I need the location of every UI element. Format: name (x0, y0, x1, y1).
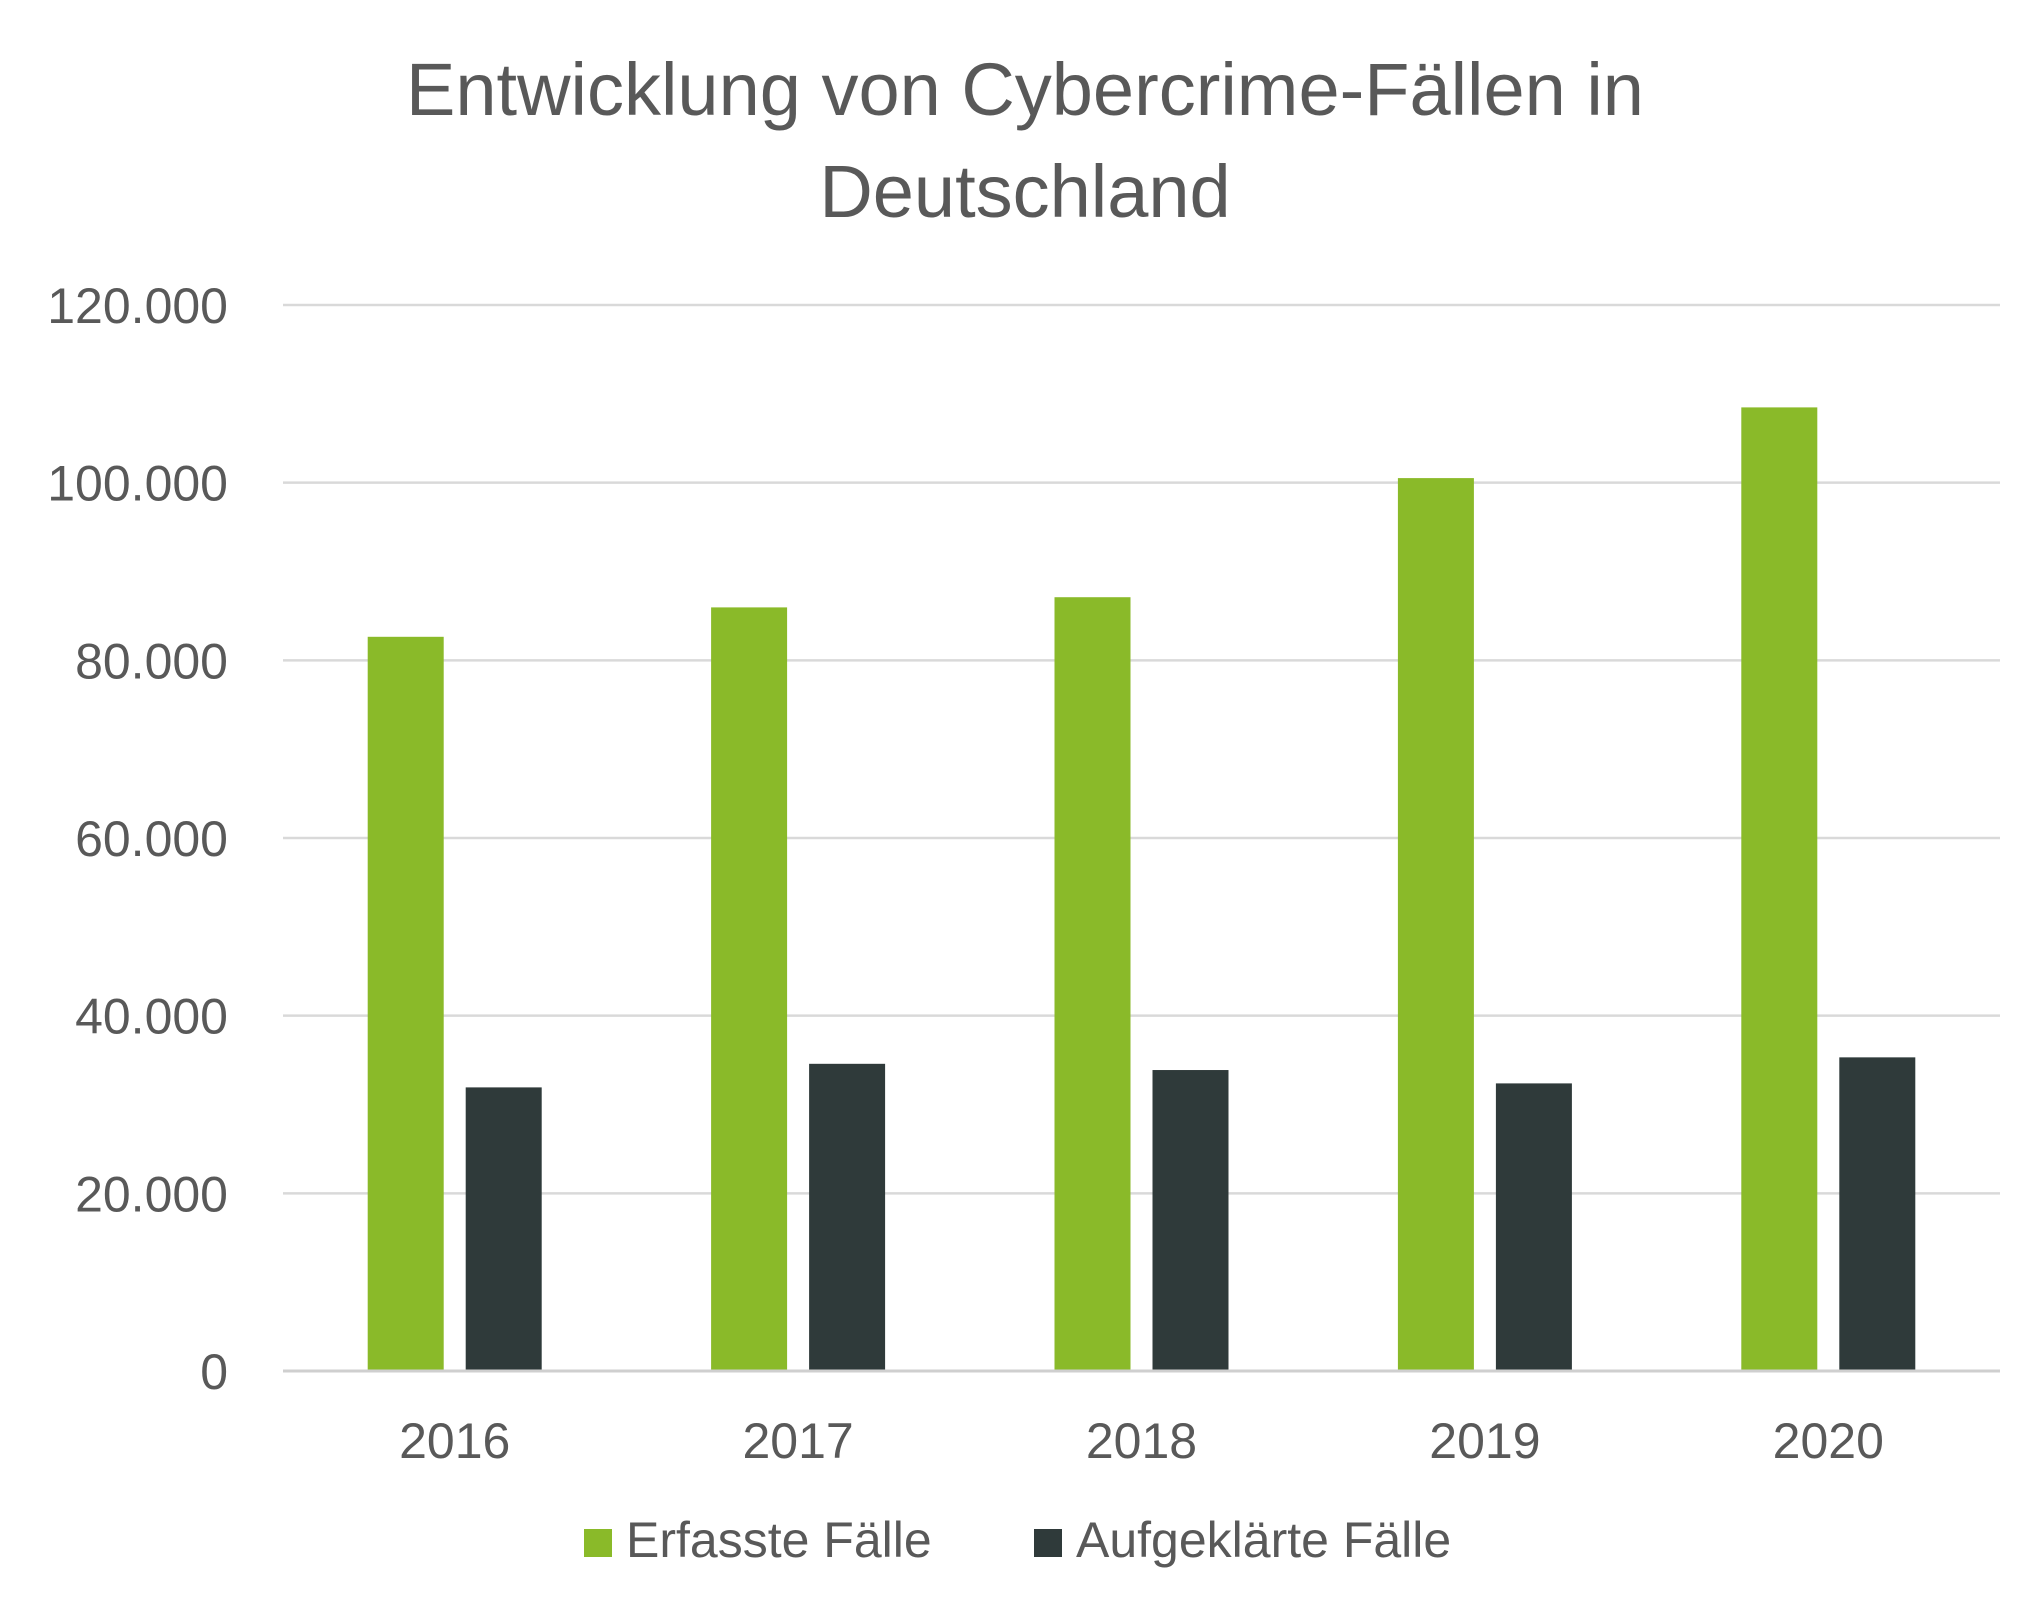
x-tick-label: 2019 (1429, 1413, 1540, 1469)
y-tick-label: 0 (200, 1344, 228, 1400)
bar-erfasste-2018 (1054, 597, 1131, 1371)
legend-swatch-erfasste (584, 1529, 612, 1557)
x-axis-tick-labels: 2016 2017 2018 2019 2020 (399, 1413, 1884, 1469)
bar-aufgeklaerte-2017 (809, 1063, 886, 1371)
y-tick-label: 60.000 (75, 811, 228, 867)
legend-label-erfasste: Erfasste Fälle (626, 1512, 932, 1568)
x-tick-label: 2016 (399, 1413, 510, 1469)
bar-erfasste-2019 (1397, 478, 1474, 1371)
x-tick-label: 2018 (1086, 1413, 1197, 1469)
bars (367, 407, 1916, 1372)
bar-aufgeklaerte-2018 (1152, 1070, 1229, 1371)
chart-title-line-2: Deutschland (819, 150, 1230, 233)
bar-aufgeklaerte-2016 (465, 1087, 542, 1371)
bar-aufgeklaerte-2020 (1839, 1057, 1916, 1371)
y-tick-label: 40.000 (75, 989, 228, 1045)
x-tick-label: 2017 (742, 1413, 853, 1469)
legend-swatch-aufgeklaerte (1034, 1529, 1062, 1557)
y-tick-label: 100.000 (47, 456, 228, 512)
y-axis-tick-labels: 0 20.000 40.000 60.000 80.000 100.000 120.000 (47, 278, 228, 1400)
y-tick-label: 80.000 (75, 633, 228, 689)
y-tick-label: 120.000 (47, 278, 228, 334)
bar-erfasste-2020 (1741, 407, 1818, 1372)
chart-title-line-1: Entwicklung von Cybercrime-Fällen in (406, 48, 1644, 131)
x-tick-label: 2020 (1773, 1413, 1884, 1469)
bar-aufgeklaerte-2019 (1495, 1083, 1572, 1371)
legend: Erfasste Fälle Aufgeklärte Fälle (584, 1512, 1451, 1568)
bar-erfasste-2016 (367, 636, 444, 1371)
bar-erfasste-2017 (711, 607, 788, 1371)
gridlines (283, 303, 2000, 1195)
legend-label-aufgeklaerte: Aufgeklärte Fälle (1076, 1512, 1451, 1568)
y-tick-label: 20.000 (75, 1166, 228, 1222)
